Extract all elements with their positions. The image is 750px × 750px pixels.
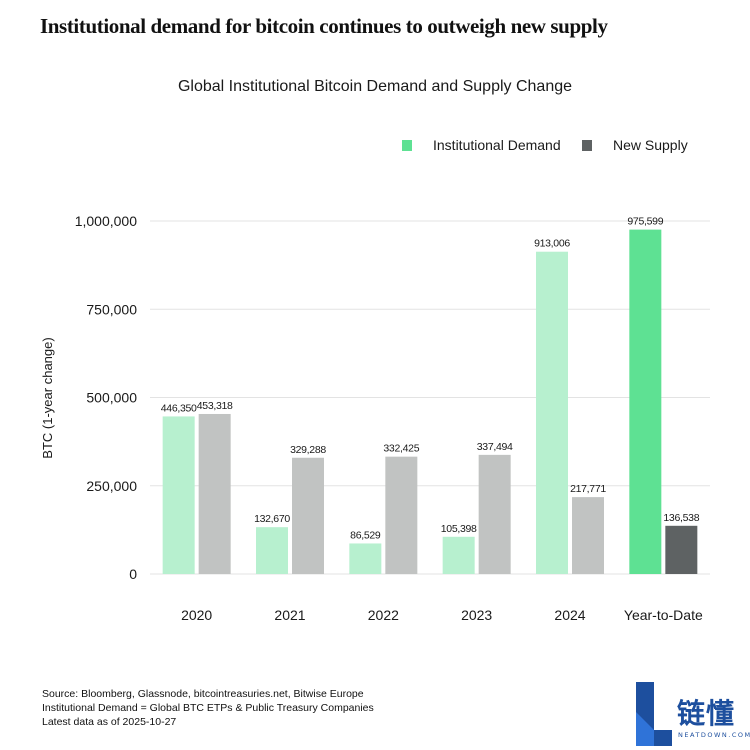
demand-bar [442,536,475,574]
legend-demand-label: Institutional Demand [433,137,561,153]
logo-text: 链懂 [677,697,736,730]
y-tick-label: 250,000 [86,478,137,494]
x-tick-label: 2022 [368,607,399,623]
y-axis: 0 250,000 500,000 750,000 1,000,000 [75,213,138,582]
as-of-note: Latest data as of 2025-10-27 [42,716,177,728]
source-note: Source: Bloomberg, Glassnode, bitcointre… [42,688,364,700]
demand-bar [256,527,288,574]
supply-value-label: 329,288 [290,444,326,456]
supply-bar [292,457,324,574]
grid-lines [150,220,710,575]
legend-demand-swatch [402,140,412,151]
supply-value-label: 453,318 [197,400,233,412]
supply-value-label: 332,425 [383,443,419,455]
demand-value-label: 975,599 [627,216,663,228]
value-labels: 446,350 453,318 132,670 329,288 86,529 332,42… [161,216,700,542]
x-tick-label: Year-to-Date [624,607,703,623]
supply-bar [198,413,231,574]
x-tick-label: 2020 [181,607,212,623]
supply-bar [572,497,604,574]
bars [162,229,698,575]
y-axis-label: BTC (1-year change) [40,337,55,458]
supply-value-label: 136,538 [663,512,699,524]
demand-bar [349,543,382,574]
y-tick-label: 750,000 [86,301,137,317]
headline: Institutional demand for bitcoin continu… [40,14,608,38]
logo-subtext: NEATDOWN.COM [678,731,750,739]
y-tick-label: 0 [129,566,137,582]
footer-notes: Source: Bloomberg, Glassnode, bitcointre… [42,687,374,729]
supply-bar [478,454,511,574]
y-tick-label: 500,000 [86,390,137,406]
legend-supply-label: New Supply [613,137,688,153]
x-tick-label: 2021 [274,607,305,623]
definition-note: Institutional Demand = Global BTC ETPs &… [42,702,374,714]
bar-chart: 0 250,000 500,000 750,000 1,000,000 446,350 4… [40,137,710,623]
chart-title: Global Institutional Bitcoin Demand and … [177,78,573,95]
demand-bar [629,229,662,574]
demand-value-label: 446,350 [161,402,197,414]
supply-bar [665,525,698,574]
demand-value-label: 913,006 [534,238,570,250]
demand-value-label: 86,529 [350,529,381,541]
supply-value-label: 337,494 [477,441,513,453]
x-tick-label: 2024 [554,607,585,623]
demand-value-label: 132,670 [254,513,290,525]
logo-mark-icon [636,682,672,746]
y-tick-label: 1,000,000 [75,213,137,229]
demand-bar [162,416,195,574]
demand-value-label: 105,398 [441,523,477,535]
supply-bar [385,456,418,574]
demand-bar [536,251,568,575]
legend-supply-swatch [582,140,592,151]
x-tick-label: 2023 [461,607,492,623]
supply-value-label: 217,771 [570,483,606,495]
legend: Institutional Demand New Supply [402,137,688,153]
x-axis: 2020 2021 2022 2023 2024 Year-to-Date [181,607,703,623]
